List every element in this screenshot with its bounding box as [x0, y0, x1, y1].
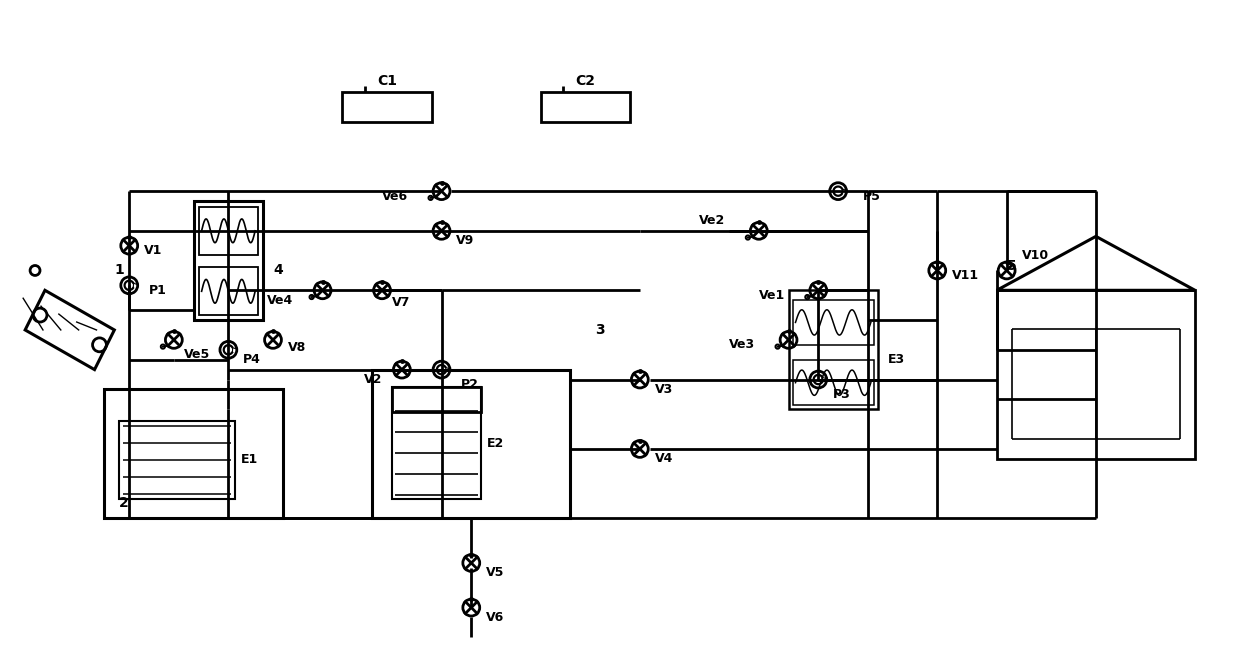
Text: Ve5: Ve5 [184, 348, 210, 361]
Text: V3: V3 [655, 383, 673, 396]
Bar [198, 268, 258, 315]
Text: 3: 3 [595, 323, 605, 337]
Text: C1: C1 [377, 74, 397, 88]
Text: P1: P1 [149, 284, 167, 297]
Text: Ve4: Ve4 [267, 294, 293, 307]
Bar [193, 201, 263, 320]
Text: V9: V9 [456, 234, 475, 247]
Text: V10: V10 [1022, 249, 1049, 262]
Text: P2: P2 [461, 378, 479, 391]
Text: P3: P3 [833, 388, 851, 401]
Text: E1: E1 [242, 453, 258, 466]
Text: E3: E3 [888, 353, 905, 366]
Text: V5: V5 [486, 566, 505, 579]
Bar [119, 421, 236, 499]
Text: Ve2: Ve2 [699, 214, 725, 227]
Text: V6: V6 [486, 611, 505, 624]
Text: 1: 1 [114, 263, 124, 278]
Text: V7: V7 [392, 296, 410, 309]
Text: V4: V4 [655, 452, 673, 465]
Bar [104, 389, 283, 518]
Bar [392, 387, 481, 412]
Bar [789, 291, 878, 410]
Text: P4: P4 [243, 353, 262, 366]
Text: Ve6: Ve6 [382, 190, 408, 203]
Text: Ve3: Ve3 [729, 339, 755, 352]
Bar [541, 92, 630, 122]
Bar [372, 370, 570, 518]
Bar [997, 291, 1195, 459]
Text: V2: V2 [363, 373, 382, 386]
Text: V8: V8 [288, 341, 306, 354]
Text: Ve1: Ve1 [759, 289, 785, 302]
Text: V11: V11 [952, 269, 980, 282]
Bar [792, 360, 874, 406]
Bar [198, 207, 258, 255]
Text: 5: 5 [1007, 259, 1017, 272]
Bar [392, 387, 481, 499]
Text: P5: P5 [863, 190, 880, 203]
Bar [342, 92, 432, 122]
Text: V1: V1 [144, 244, 162, 257]
Text: E2: E2 [487, 437, 505, 450]
Text: 4: 4 [273, 263, 283, 278]
Text: C2: C2 [575, 74, 595, 88]
Text: 2: 2 [119, 497, 129, 510]
Bar [792, 300, 874, 345]
